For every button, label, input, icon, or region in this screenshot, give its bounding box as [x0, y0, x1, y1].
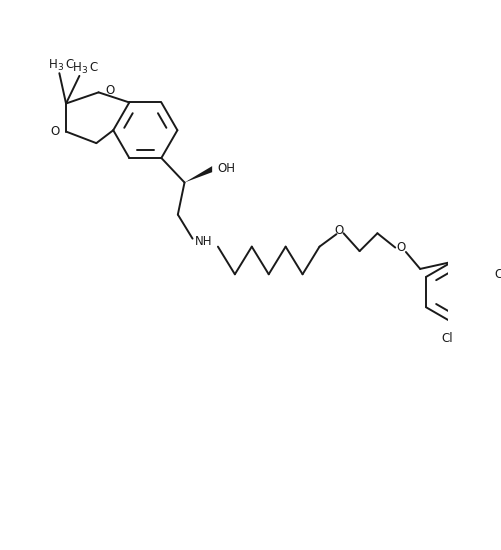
- Text: O: O: [50, 125, 59, 138]
- Text: O: O: [397, 241, 406, 255]
- Text: C: C: [66, 58, 74, 71]
- Text: C: C: [89, 60, 98, 74]
- Text: O: O: [335, 224, 344, 236]
- Text: OH: OH: [217, 162, 235, 175]
- Text: 3: 3: [58, 63, 63, 72]
- Text: O: O: [105, 84, 115, 97]
- Text: H: H: [73, 60, 81, 74]
- Text: 3: 3: [81, 65, 87, 75]
- Text: NH: NH: [195, 235, 212, 248]
- Text: Cl: Cl: [441, 332, 453, 345]
- Polygon shape: [184, 166, 212, 183]
- Text: H: H: [49, 58, 58, 71]
- Text: Cl: Cl: [494, 268, 501, 281]
